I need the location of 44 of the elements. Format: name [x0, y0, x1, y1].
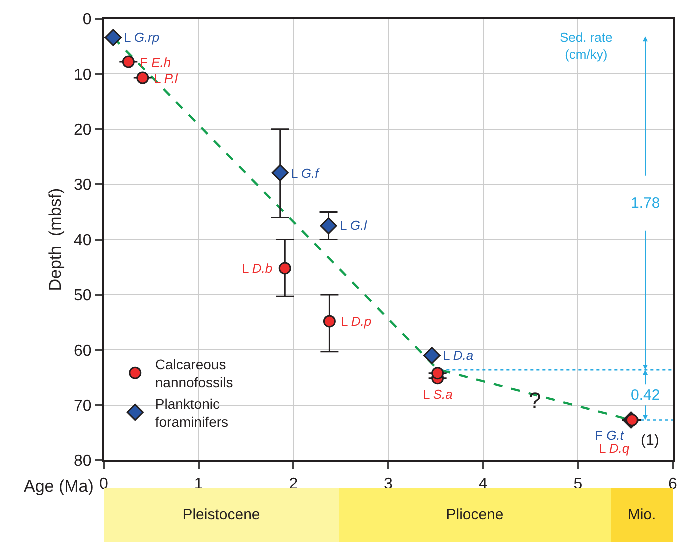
point	[432, 367, 444, 380]
annotation: 0.42	[631, 387, 660, 404]
data-label: L G.l	[340, 218, 368, 233]
point	[278, 262, 292, 275]
y-tick-label: 50	[74, 288, 92, 305]
data-label: L S.a	[423, 387, 453, 402]
data-label: L D.b	[242, 261, 273, 276]
legend-label: Calcareous nannofossils	[155, 356, 234, 391]
annotation: 1.78	[631, 195, 660, 212]
data-label: L G.rp	[124, 30, 160, 45]
point	[323, 315, 336, 328]
y-tick-label: 20	[74, 122, 92, 139]
series-label: Pleistocene	[182, 506, 260, 524]
y-axis-title: Depth (mbsf)	[46, 188, 66, 292]
data-label: L P.l	[154, 71, 179, 86]
data-label: L D.p	[341, 314, 372, 329]
x-tick-label: 6	[668, 476, 678, 493]
y-tick-label: 70	[74, 398, 92, 415]
point	[272, 164, 289, 182]
y-tick-label: 60	[74, 342, 92, 360]
annotation: Sed. rate (cm/ky)	[560, 30, 613, 62]
point	[122, 56, 135, 68]
y-tick-label: 30	[74, 177, 92, 194]
annotation: (1)	[641, 432, 660, 449]
annotation: ?	[529, 388, 542, 413]
data-label: L G.f	[291, 166, 320, 181]
y-tick-label: 40	[74, 232, 92, 250]
legend-label: Planktonic foraminifers	[155, 396, 229, 430]
point	[424, 347, 441, 364]
data-label: L D.q	[599, 441, 630, 456]
data-label: L D.a	[443, 348, 474, 363]
y-tick-label: 0	[82, 12, 92, 29]
series-label: Mio.	[628, 506, 656, 524]
series-label: Pliocene	[446, 506, 504, 524]
y-tick-label: 10	[74, 66, 92, 84]
point	[136, 72, 150, 84]
y-tick-label: 80	[74, 453, 92, 470]
x-axis-title: Age (Ma)	[24, 477, 94, 496]
point	[320, 217, 338, 235]
point	[104, 29, 122, 46]
data-label: F G.t	[595, 428, 626, 443]
x-tick-label: 0	[100, 476, 109, 493]
data-label: F E.h	[140, 55, 172, 70]
x-tick-label: 4	[478, 476, 488, 493]
